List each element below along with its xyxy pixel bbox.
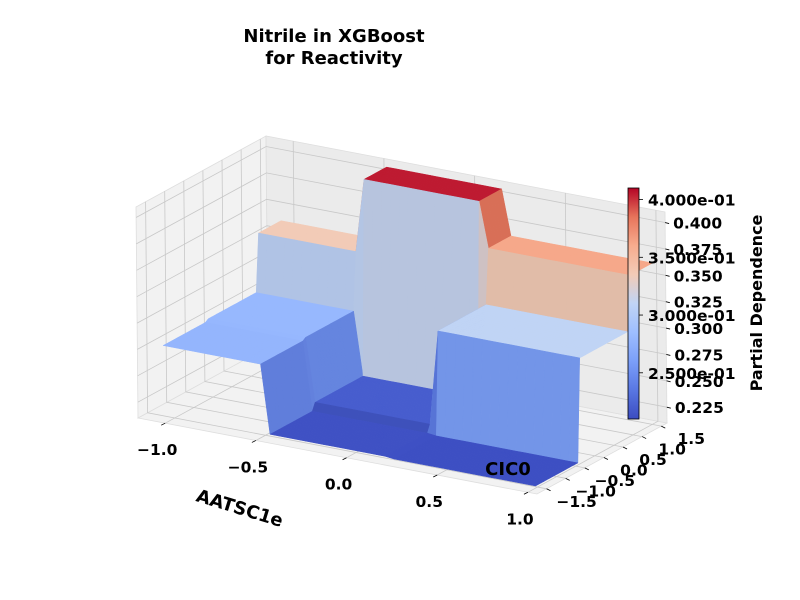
z-tick-label: 0.250 (675, 373, 724, 391)
y-tick-mark (603, 457, 609, 460)
surface-plot (162, 166, 654, 487)
y-tick-label: −0.5 (595, 472, 635, 490)
y-axis-label: CIC0 (485, 459, 531, 480)
z-tick-label: 0.225 (675, 399, 724, 417)
z-tick-label: 0.350 (674, 267, 723, 285)
y-tick-label: 1.0 (658, 441, 686, 459)
colorbar (627, 187, 640, 420)
y-tick-label: 0.0 (620, 461, 648, 479)
z-tick-label: 0.275 (674, 346, 723, 364)
surface-patch (407, 187, 418, 387)
y-tick-mark (584, 467, 589, 471)
x-gridline (527, 210, 659, 493)
x-tick-label: 0.0 (325, 476, 353, 494)
surface-patch (398, 185, 409, 385)
z-tick-mark (665, 248, 670, 251)
chart-title-line-2: for Reactivity (265, 48, 403, 69)
x-tick-mark (342, 457, 347, 461)
colorbar-tick-label: 2.500e-01 (648, 365, 736, 383)
y-tick-mark (661, 425, 666, 429)
surface-patch (362, 179, 374, 379)
y-tick-mark (622, 446, 628, 450)
colorbar-label: Partial Dependence (747, 214, 766, 391)
surface-patch (424, 190, 436, 390)
x-tick-mark (251, 440, 257, 443)
x-tick-mark (433, 474, 438, 478)
z-tick-label: 0.300 (674, 320, 723, 338)
colorbar-tick-label: 3.500e-01 (648, 249, 736, 267)
y-tick-label: −1.5 (556, 493, 596, 511)
z-gridline (136, 172, 666, 250)
colorbar-ticks: 2.500e-01 3.000e-01 3.500e-01 4.000e-01 (639, 192, 736, 383)
x-tick-label: −1.0 (137, 441, 178, 459)
x-tick-mark (161, 422, 166, 426)
x-axis-label: AATSC1e (194, 486, 286, 532)
x-tick-label: 0.5 (416, 493, 443, 511)
z-tick-label: 0.400 (673, 215, 722, 233)
y-tick-mark (641, 436, 647, 439)
surface-patch (389, 184, 400, 384)
z-tick-mark (665, 274, 670, 277)
z-tick-mark (665, 222, 670, 224)
surface-patch (525, 482, 540, 487)
z-gridline (135, 146, 666, 223)
surface-patch (415, 189, 427, 389)
z-tick-label: 0.325 (674, 294, 723, 312)
colorbar-tick-label: 3.000e-01 (648, 307, 736, 325)
z-tick-label: 0.375 (673, 241, 722, 259)
z-tick-mark (666, 327, 671, 330)
y-gridline (145, 201, 547, 490)
y-tick-mark (565, 477, 570, 481)
x-tick-label: 1.0 (506, 510, 534, 528)
x-tick-label: −0.5 (228, 458, 268, 476)
y-tick-label: 1.5 (678, 430, 705, 448)
z-tick-mark (666, 406, 671, 409)
axis-ticks: −1.0−0.50.00.51.0−1.5−1.0−0.50.00.51.01.… (137, 215, 724, 529)
z-tick-mark (666, 380, 671, 383)
colorbar-tick-label: 4.000e-01 (648, 192, 736, 210)
surface-patch (380, 182, 391, 382)
y-tick-label: 0.5 (639, 451, 666, 469)
surface-patch (568, 355, 580, 464)
x-tick-mark (523, 491, 529, 495)
chart-title-line-1: Nitrile in XGBoost (243, 26, 425, 47)
y-tick-label: −1.0 (575, 482, 616, 500)
y-tick-mark (546, 488, 551, 492)
surface-patch (371, 180, 382, 380)
z-tick-mark (666, 354, 671, 356)
z-tick-mark (665, 301, 670, 304)
